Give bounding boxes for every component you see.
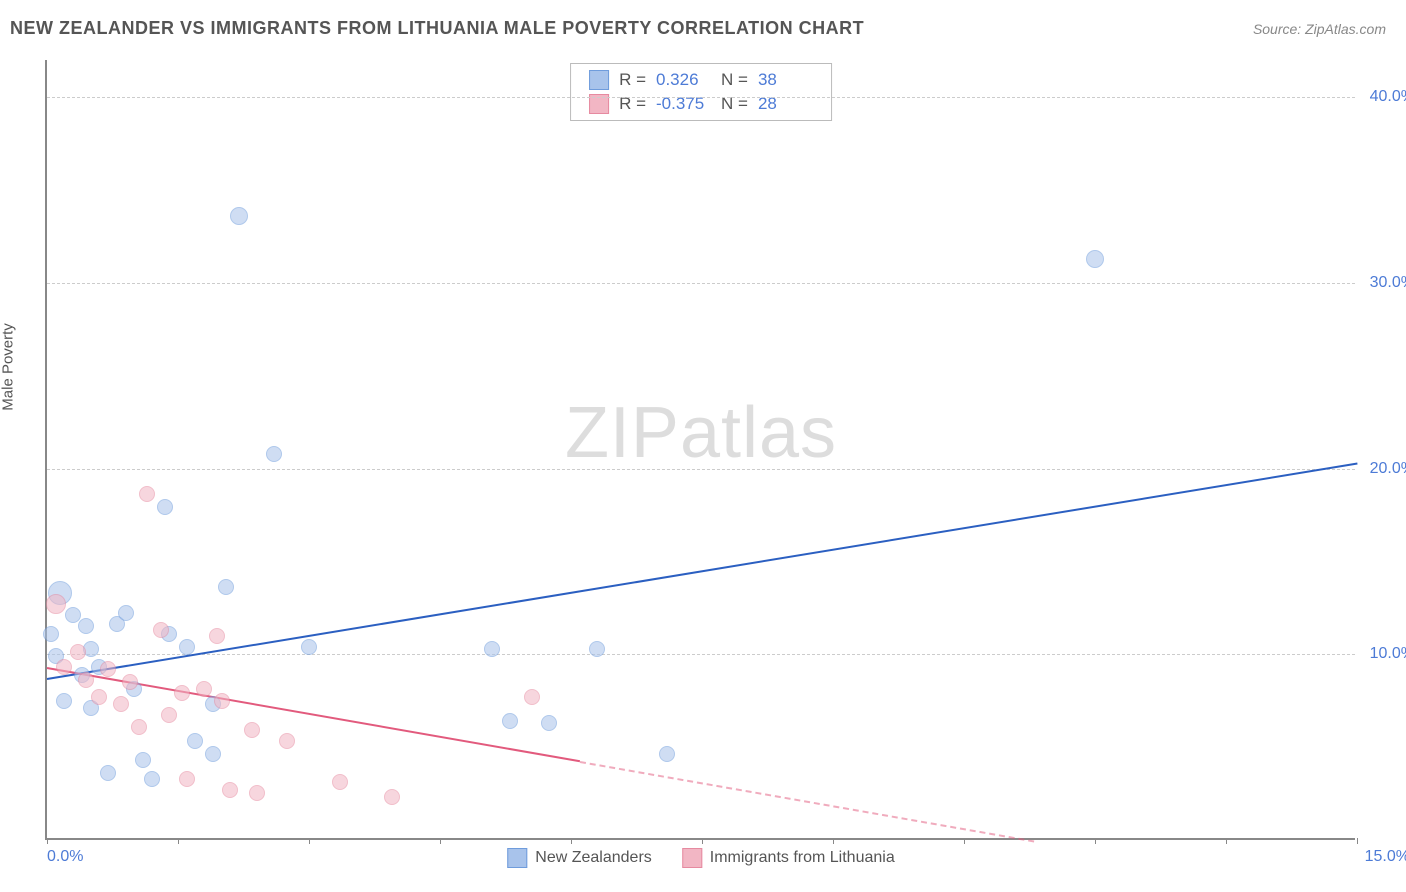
x-tick-mark (571, 838, 572, 844)
data-point (384, 789, 400, 805)
data-point (113, 696, 129, 712)
data-point (174, 685, 190, 701)
data-point (56, 693, 72, 709)
data-point (196, 681, 212, 697)
legend-swatch (507, 848, 527, 868)
data-point (122, 674, 138, 690)
watermark-atlas: atlas (680, 393, 837, 473)
data-point (524, 689, 540, 705)
data-point (541, 715, 557, 731)
r-label: R = (619, 70, 646, 90)
x-tick-mark (309, 838, 310, 844)
x-tick-mark (964, 838, 965, 844)
watermark-zip: ZIP (565, 393, 680, 473)
legend: New Zealanders Immigrants from Lithuania (507, 848, 894, 868)
data-point (279, 733, 295, 749)
stats-row: R = 0.326 N = 38 (589, 68, 813, 92)
data-point (157, 499, 173, 515)
source-attribution: Source: ZipAtlas.com (1253, 21, 1386, 37)
x-tick-mark (833, 838, 834, 844)
y-tick-label: 40.0% (1360, 88, 1406, 106)
data-point (222, 782, 238, 798)
x-tick-mark (702, 838, 703, 844)
data-point (205, 746, 221, 762)
data-point (70, 644, 86, 660)
chart-container: NEW ZEALANDER VS IMMIGRANTS FROM LITHUAN… (0, 0, 1406, 892)
data-point (179, 639, 195, 655)
data-point (78, 672, 94, 688)
correlation-stats-box: R = 0.326 N = 38R =-0.375N =28 (570, 63, 832, 121)
data-point (56, 659, 72, 675)
data-point (91, 689, 107, 705)
data-point (266, 446, 282, 462)
trend-line (47, 463, 1357, 680)
gridline-horizontal (47, 469, 1355, 470)
data-point (187, 733, 203, 749)
stats-row: R =-0.375N =28 (589, 92, 813, 116)
data-point (144, 771, 160, 787)
data-point (502, 713, 518, 729)
chart-title: NEW ZEALANDER VS IMMIGRANTS FROM LITHUAN… (10, 18, 864, 39)
y-tick-label: 20.0% (1360, 460, 1406, 478)
gridline-horizontal (47, 283, 1355, 284)
watermark: ZIPatlas (565, 392, 837, 474)
data-point (100, 661, 116, 677)
data-point (332, 774, 348, 790)
data-point (249, 785, 265, 801)
data-point (78, 618, 94, 634)
header: NEW ZEALANDER VS IMMIGRANTS FROM LITHUAN… (10, 18, 1386, 39)
data-point (218, 579, 234, 595)
data-point (153, 622, 169, 638)
x-tick-mark (1095, 838, 1096, 844)
y-tick-label: 10.0% (1360, 645, 1406, 663)
data-point (659, 746, 675, 762)
legend-item: Immigrants from Lithuania (682, 848, 895, 868)
data-point (301, 639, 317, 655)
data-point (135, 752, 151, 768)
data-point (230, 207, 248, 225)
x-tick-mark (47, 838, 48, 844)
data-point (179, 771, 195, 787)
data-point (161, 707, 177, 723)
stats-swatch (589, 70, 609, 90)
n-label: N = (721, 70, 748, 90)
data-point (139, 486, 155, 502)
data-point (43, 626, 59, 642)
data-point (589, 641, 605, 657)
legend-item: New Zealanders (507, 848, 652, 868)
x-axis-min-label: 0.0% (47, 848, 83, 866)
data-point (209, 628, 225, 644)
x-tick-mark (1226, 838, 1227, 844)
y-tick-label: 30.0% (1360, 274, 1406, 292)
legend-label: New Zealanders (535, 849, 652, 867)
data-point (46, 594, 66, 614)
x-tick-mark (178, 838, 179, 844)
r-value: 0.326 (656, 70, 711, 90)
y-axis-label: Male Poverty (0, 323, 17, 411)
data-point (214, 693, 230, 709)
n-value: 38 (758, 70, 813, 90)
x-tick-mark (440, 838, 441, 844)
data-point (118, 605, 134, 621)
trend-line (580, 761, 1034, 842)
data-point (131, 719, 147, 735)
x-axis-max-label: 15.0% (1365, 848, 1406, 866)
x-tick-mark (1357, 838, 1358, 844)
data-point (244, 722, 260, 738)
data-point (484, 641, 500, 657)
legend-swatch (682, 848, 702, 868)
data-point (100, 765, 116, 781)
plot-area: ZIPatlas R =0.326N =38R =-0.375N =28 New… (45, 60, 1355, 840)
legend-label: Immigrants from Lithuania (710, 849, 895, 867)
gridline-horizontal (47, 97, 1355, 98)
data-point (1086, 250, 1104, 268)
gridline-horizontal (47, 654, 1355, 655)
